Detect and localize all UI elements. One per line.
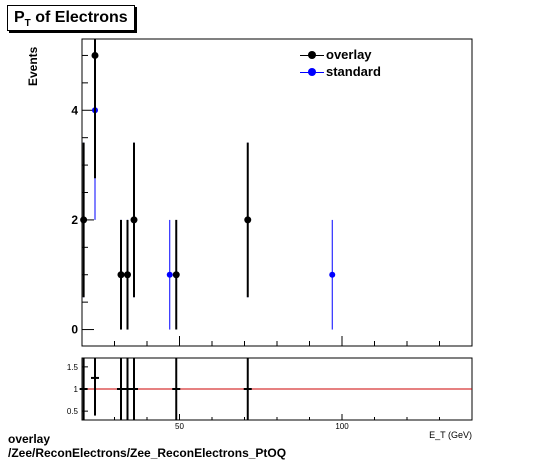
chart-title: PT of Electrons <box>7 5 135 31</box>
overlay-point-0 <box>80 216 88 224</box>
x-tick-label-1: 100 <box>335 422 349 431</box>
legend-marker-standard <box>300 66 324 78</box>
legend-label-overlay: overlay <box>326 47 372 62</box>
overlay-point-1 <box>91 51 99 59</box>
overlay-point-3 <box>124 271 131 279</box>
y-tick-label-1: 2 <box>71 213 78 227</box>
overlay-point-6 <box>244 216 252 224</box>
main-plot-frame <box>81 38 473 347</box>
x-axis-label: E_T (GeV) <box>429 430 472 440</box>
x-tick-label-0: 50 <box>175 422 184 431</box>
legend-entry-overlay: overlay <box>300 46 381 63</box>
footer-path: /Zee/ReconElectrons/Zee_ReconElectrons_P… <box>8 446 287 460</box>
y-tick-label-0: 0 <box>71 323 78 337</box>
ratio-y-tick-label-2: 1.5 <box>67 363 79 372</box>
legend: overlay standard <box>300 46 381 80</box>
standard-point-7 <box>329 271 336 278</box>
y-axis-label: Events <box>26 46 40 86</box>
footer-label: overlay <box>8 432 51 446</box>
legend-marker-overlay <box>300 49 324 61</box>
overlay-point-5 <box>172 271 180 279</box>
overlay-point-4 <box>130 216 138 224</box>
ratio-y-tick-label-0: 0.5 <box>67 407 79 416</box>
legend-label-standard: standard <box>326 64 381 79</box>
ratio-y-tick-label-1: 1 <box>74 385 79 394</box>
overlay-point-2 <box>117 271 125 279</box>
y-tick-label-2: 4 <box>71 103 78 117</box>
legend-entry-standard: standard <box>300 63 381 80</box>
standard-point-5 <box>166 271 173 278</box>
